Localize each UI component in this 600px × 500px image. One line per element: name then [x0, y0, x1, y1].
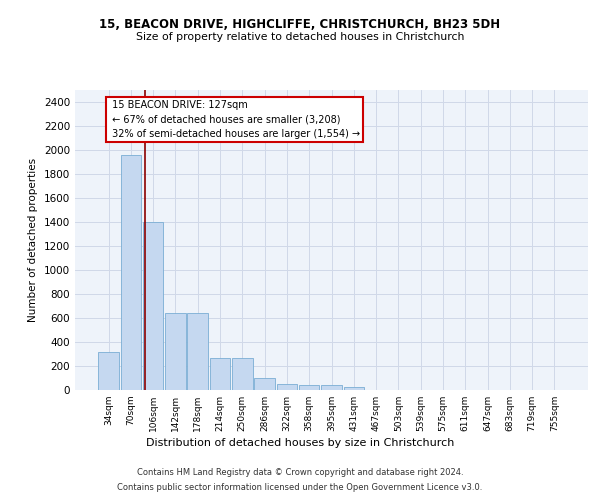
- Bar: [232, 358, 253, 390]
- Text: 15 BEACON DRIVE: 127sqm
 ← 67% of detached houses are smaller (3,208)
 32% of se: 15 BEACON DRIVE: 127sqm ← 67% of detache…: [109, 100, 361, 139]
- Bar: [321, 385, 342, 390]
- Bar: [277, 384, 297, 390]
- Bar: [210, 358, 230, 390]
- Bar: [254, 378, 275, 390]
- Bar: [165, 313, 186, 390]
- Text: Distribution of detached houses by size in Christchurch: Distribution of detached houses by size …: [146, 438, 454, 448]
- Bar: [143, 222, 163, 390]
- Text: Size of property relative to detached houses in Christchurch: Size of property relative to detached ho…: [136, 32, 464, 42]
- Bar: [344, 387, 364, 390]
- Bar: [299, 384, 319, 390]
- Bar: [121, 155, 141, 390]
- Y-axis label: Number of detached properties: Number of detached properties: [28, 158, 38, 322]
- Text: Contains HM Land Registry data © Crown copyright and database right 2024.: Contains HM Land Registry data © Crown c…: [137, 468, 463, 477]
- Text: 15, BEACON DRIVE, HIGHCLIFFE, CHRISTCHURCH, BH23 5DH: 15, BEACON DRIVE, HIGHCLIFFE, CHRISTCHUR…: [100, 18, 500, 30]
- Text: Contains public sector information licensed under the Open Government Licence v3: Contains public sector information licen…: [118, 483, 482, 492]
- Bar: [187, 313, 208, 390]
- Bar: [98, 352, 119, 390]
